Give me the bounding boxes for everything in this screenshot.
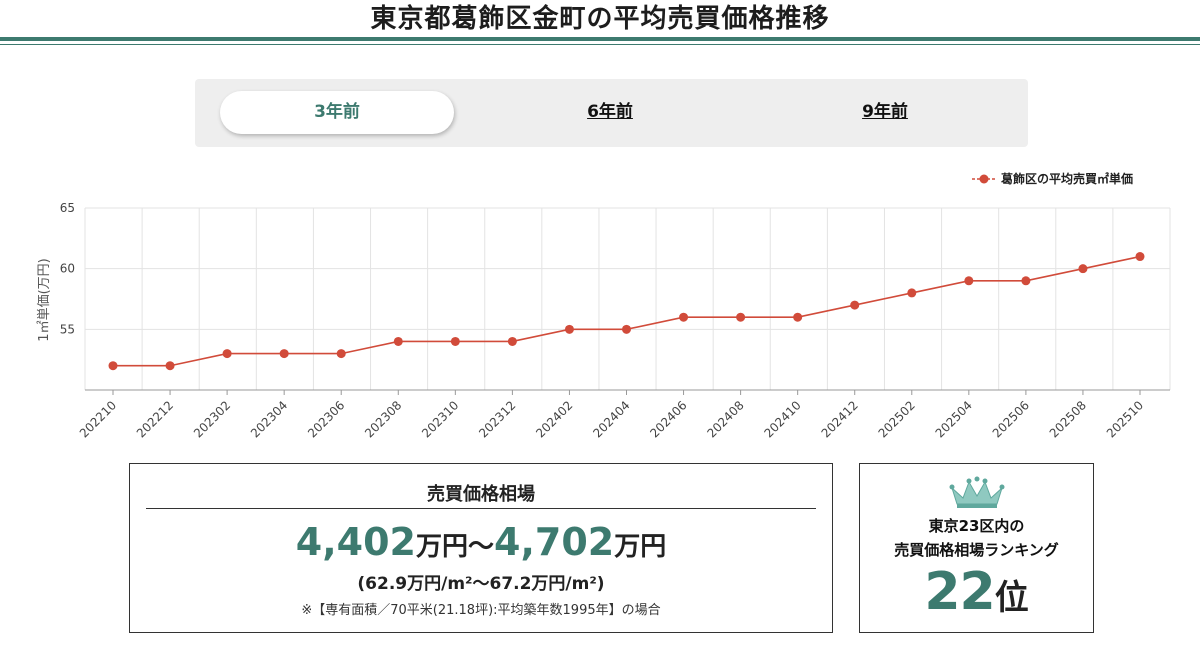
title-rule-thin	[0, 44, 1200, 45]
x-tick-label: 202410	[761, 398, 803, 440]
price-separator: 〜	[467, 532, 494, 562]
data-point	[622, 324, 631, 334]
data-point	[964, 276, 974, 286]
x-tick-label: 202402	[533, 398, 575, 440]
chart-grid	[84, 207, 1171, 390]
y-tick-label: 65	[60, 201, 75, 215]
x-tick-label: 202312	[476, 398, 518, 440]
y-axis-label: 1㎡単価(万円)	[36, 258, 52, 341]
price-low-value: 4,402	[295, 520, 416, 564]
x-tick-label: 202506	[990, 398, 1032, 440]
tab-label: 6年前	[587, 102, 633, 122]
legend-label: 葛飾区の平均売買㎡単価	[1000, 171, 1133, 186]
tab-3-years-ago[interactable]: 3年前	[220, 91, 454, 134]
period-tab-bar: 3年前 6年前 9年前	[195, 79, 1028, 147]
legend-marker-icon	[979, 174, 989, 184]
tab-6-years-ago[interactable]: 6年前	[493, 91, 727, 134]
title-rule-thick	[0, 37, 1200, 41]
data-point	[679, 312, 689, 322]
price-range: 4,402万円〜4,702万円	[130, 520, 832, 564]
crown-icon	[949, 476, 1005, 508]
data-point	[564, 324, 574, 334]
price-heading: 売買価格相場	[427, 484, 535, 505]
tab-label: 9年前	[862, 102, 908, 122]
x-tick-label: 202412	[819, 398, 861, 440]
x-tick-label: 202304	[248, 398, 290, 440]
price-low-unit: 万円	[415, 532, 468, 562]
x-tick-label: 202404	[590, 398, 632, 440]
data-point	[222, 349, 232, 359]
tab-label: 3年前	[314, 102, 360, 122]
data-point	[793, 312, 803, 322]
data-point	[1078, 264, 1088, 274]
ranking-title-line2: 売買価格相場ランキング	[894, 541, 1059, 559]
chart-series	[108, 252, 1145, 371]
data-point	[165, 361, 175, 371]
price-note: ※【専有面積／70平米(21.18坪):平均築年数1995年】の場合	[301, 603, 661, 618]
data-point	[279, 349, 289, 359]
ranking-value: 22位	[860, 562, 1093, 622]
x-tick-label: 202406	[647, 398, 689, 440]
data-point	[336, 349, 346, 359]
price-divider	[146, 508, 816, 509]
x-tick-label: 202510	[1104, 398, 1146, 440]
data-point	[108, 361, 118, 371]
x-tick-label: 202310	[419, 398, 461, 440]
data-point	[1021, 276, 1031, 286]
price-trend-chart: 葛飾区の平均売買㎡単価 1㎡単価(万円) 55 60 65 202210 202212…	[36, 171, 1171, 441]
x-axis-ticks: 202210 202212 202302 202304 202306 202308 2023…	[77, 398, 1146, 440]
ranking-unit: 位	[994, 578, 1029, 618]
x-tick-label: 202212	[134, 398, 176, 440]
x-tick-label: 202502	[876, 398, 918, 440]
x-tick-label: 202306	[305, 398, 347, 440]
price-per-sqm: (62.9万円/m²〜67.2万円/m²)	[357, 574, 605, 594]
x-tick-label: 202302	[191, 398, 233, 440]
ranking-number: 22	[924, 562, 995, 622]
chart-axes	[85, 389, 1170, 395]
data-point	[450, 336, 460, 346]
x-tick-label: 202408	[704, 398, 746, 440]
chart-legend[interactable]: 葛飾区の平均売買㎡単価	[972, 171, 1133, 186]
page-title: 東京都葛飾区金町の平均売買価格推移	[370, 4, 830, 34]
y-tick-label: 60	[60, 262, 75, 276]
price-summary-card: 売買価格相場 4,402万円〜4,702万円 (62.9万円/m²〜67.2万円…	[129, 463, 833, 633]
data-point	[1135, 252, 1145, 262]
ranking-title: 東京23区内の 売買価格相場ランキング	[860, 514, 1093, 562]
data-point	[907, 288, 917, 298]
data-point	[736, 312, 746, 322]
data-point	[850, 300, 860, 310]
ranking-title-line1: 東京23区内の	[928, 517, 1025, 535]
y-tick-label: 55	[60, 322, 75, 336]
x-tick-label: 202504	[933, 398, 975, 440]
series-line	[113, 255, 1141, 367]
tab-9-years-ago[interactable]: 9年前	[768, 91, 1002, 134]
price-high-unit: 万円	[614, 532, 667, 562]
ranking-card: 東京23区内の 売買価格相場ランキング 22位	[859, 463, 1094, 633]
x-tick-label: 202508	[1047, 398, 1089, 440]
data-point	[393, 336, 403, 346]
x-tick-label: 202210	[77, 398, 119, 440]
data-point	[507, 336, 517, 346]
y-axis-ticks: 55 60 65	[60, 201, 75, 336]
price-high-value: 4,702	[494, 520, 615, 564]
x-tick-label: 202308	[362, 398, 404, 440]
